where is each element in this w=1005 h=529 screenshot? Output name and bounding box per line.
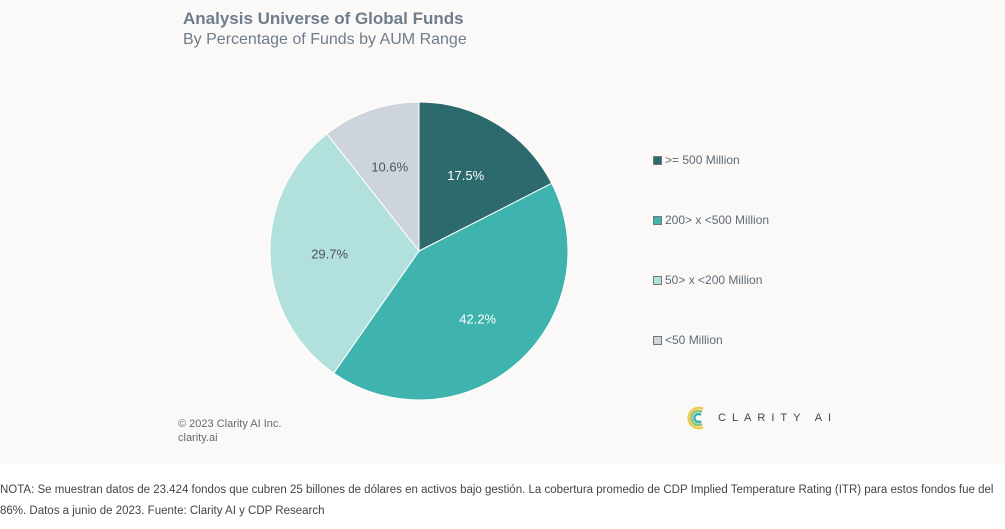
legend-swatch: [653, 275, 662, 285]
legend-label: <50 Million: [665, 333, 723, 347]
legend-item: >= 500 Million: [653, 153, 740, 167]
legend-label: 200> x <500 Million: [665, 213, 770, 227]
legend-item: 200> x <500 Million: [653, 213, 769, 227]
legend-swatch: [653, 215, 662, 225]
legend-label: >= 500 Million: [665, 153, 740, 167]
brand-logo: CLARITY AI: [686, 405, 837, 431]
pie-slice: [269, 133, 420, 374]
legend-swatch: [653, 335, 662, 345]
pie-slice: [418, 101, 553, 252]
brand-name: CLARITY AI: [718, 412, 838, 424]
clarity-logo-icon: [687, 406, 704, 430]
pie-chart: 17.5% 42.2% 29.7% 10.6%: [269, 101, 569, 401]
pie-slice: [333, 182, 569, 401]
slice-value-label: 42.2%: [459, 311, 496, 326]
website-link[interactable]: clarity.ai: [178, 432, 218, 444]
legend-label: 50> x <200 Million: [665, 273, 763, 287]
chart-title: Analysis Universe of Global Funds: [183, 9, 464, 28]
slice-value-label: 17.5%: [447, 168, 484, 183]
legend-swatch: [653, 155, 662, 165]
chart-subtitle: By Percentage of Funds by AUM Range: [183, 31, 467, 48]
slice-value-label: 10.6%: [371, 160, 408, 175]
legend-item: <50 Million: [653, 333, 723, 347]
pie-slice: [326, 101, 420, 253]
slice-value-label: 29.7%: [311, 247, 348, 262]
legend-item: 50> x <200 Million: [653, 273, 762, 287]
copyright-text: © 2023 Clarity AI Inc.: [178, 418, 282, 430]
copyright: © 2023 Clarity AI Inc. clarity.ai: [178, 417, 282, 445]
footnote: NOTA: Se muestran datos de 23.424 fondos…: [0, 484, 994, 517]
